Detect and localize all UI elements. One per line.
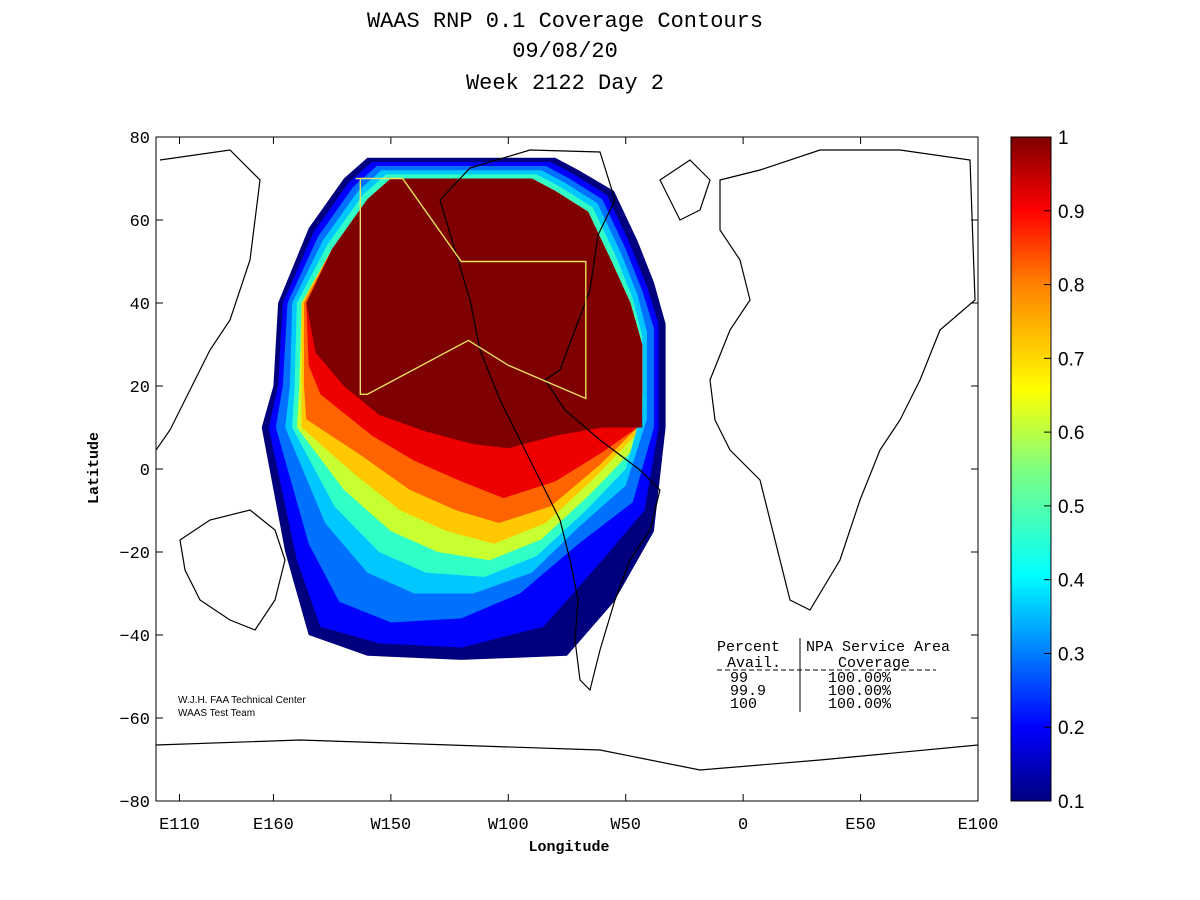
colorbar-tick-label: 0.8 (1058, 276, 1084, 297)
chart-title-line-3: Week 2122 Day 2 (466, 71, 664, 96)
y-tick-label: −20 (119, 545, 150, 564)
x-tick-label: E50 (845, 816, 876, 835)
colorbar-tick-label: 0.6 (1058, 423, 1084, 444)
colorbar-tick-label: 0.3 (1058, 644, 1084, 665)
credit-line-1: W.J.H. FAA Technical Center (178, 695, 306, 706)
table-header-left-2: Avail. (727, 655, 781, 672)
y-tick-label: 20 (130, 379, 150, 398)
table-row-1-avail: 99 (730, 670, 748, 687)
table-header-right-1: NPA Service Area (806, 639, 950, 656)
x-tick-label: E160 (253, 816, 294, 835)
credit-line-2: WAAS Test Team (178, 708, 255, 719)
table-row-2-coverage: 100.00% (828, 683, 892, 700)
y-tick-label: 80 (130, 130, 150, 149)
y-tick-label: −60 (119, 711, 150, 730)
service-area-boundary (355, 177, 587, 400)
table-header-left-1: Percent (717, 639, 780, 656)
x-tick-label: W50 (610, 816, 641, 835)
table-row-2-avail: 99.9 (730, 683, 766, 700)
x-tick-label: E100 (958, 816, 999, 835)
y-tick-label: 0 (140, 462, 150, 481)
colorbar-tick-label: 0.4 (1058, 571, 1085, 592)
coverage-table: Percent Avail. NPA Service Area Coverage… (717, 638, 950, 713)
colorbar-ticks: 1 0.9 0.8 0.7 0.6 0.5 0.4 0.3 0.2 0.1 (1044, 128, 1085, 813)
colorbar (1010, 136, 1052, 802)
y-tick-label: −40 (119, 628, 150, 647)
x-tick-label: W150 (370, 816, 411, 835)
chart-title-line-2: 09/08/20 (512, 39, 618, 64)
x-tick-label: E110 (159, 816, 200, 835)
coverage-regions (261, 157, 666, 660)
coastline-map (156, 149, 978, 771)
y-axis-label: Latitude (86, 432, 103, 504)
table-row-3-avail: 100 (730, 696, 757, 713)
x-axis-label: Longitude (528, 839, 609, 856)
colorbar-tick-label: 0.2 (1058, 718, 1084, 739)
table-row-1-coverage: 100.00% (828, 670, 892, 687)
y-axis: 80 60 40 20 0 −20 −40 −60 −80 (119, 130, 978, 813)
table-row-3-coverage: 100.00% (828, 696, 892, 713)
y-tick-label: 40 (130, 296, 150, 315)
y-tick-label: 60 (130, 213, 150, 232)
colorbar-tick-label: 0.5 (1058, 497, 1084, 518)
colorbar-tick-label: 0.9 (1058, 202, 1084, 223)
coverage-region-1 (306, 178, 643, 449)
colorbar-tick-label: 0.7 (1058, 349, 1084, 370)
x-tick-label: W100 (488, 816, 529, 835)
chart-title-line-1: WAAS RNP 0.1 Coverage Contours (367, 9, 763, 34)
table-header-right-2: Coverage (838, 655, 910, 672)
y-tick-label: −80 (119, 794, 150, 813)
x-tick-label: 0 (738, 816, 748, 835)
x-axis: E110 E160 W150 W100 W50 0 E50 E100 (159, 137, 998, 835)
colorbar-tick-label: 1 (1058, 128, 1069, 149)
colorbar-tick-label: 0.1 (1058, 792, 1084, 813)
